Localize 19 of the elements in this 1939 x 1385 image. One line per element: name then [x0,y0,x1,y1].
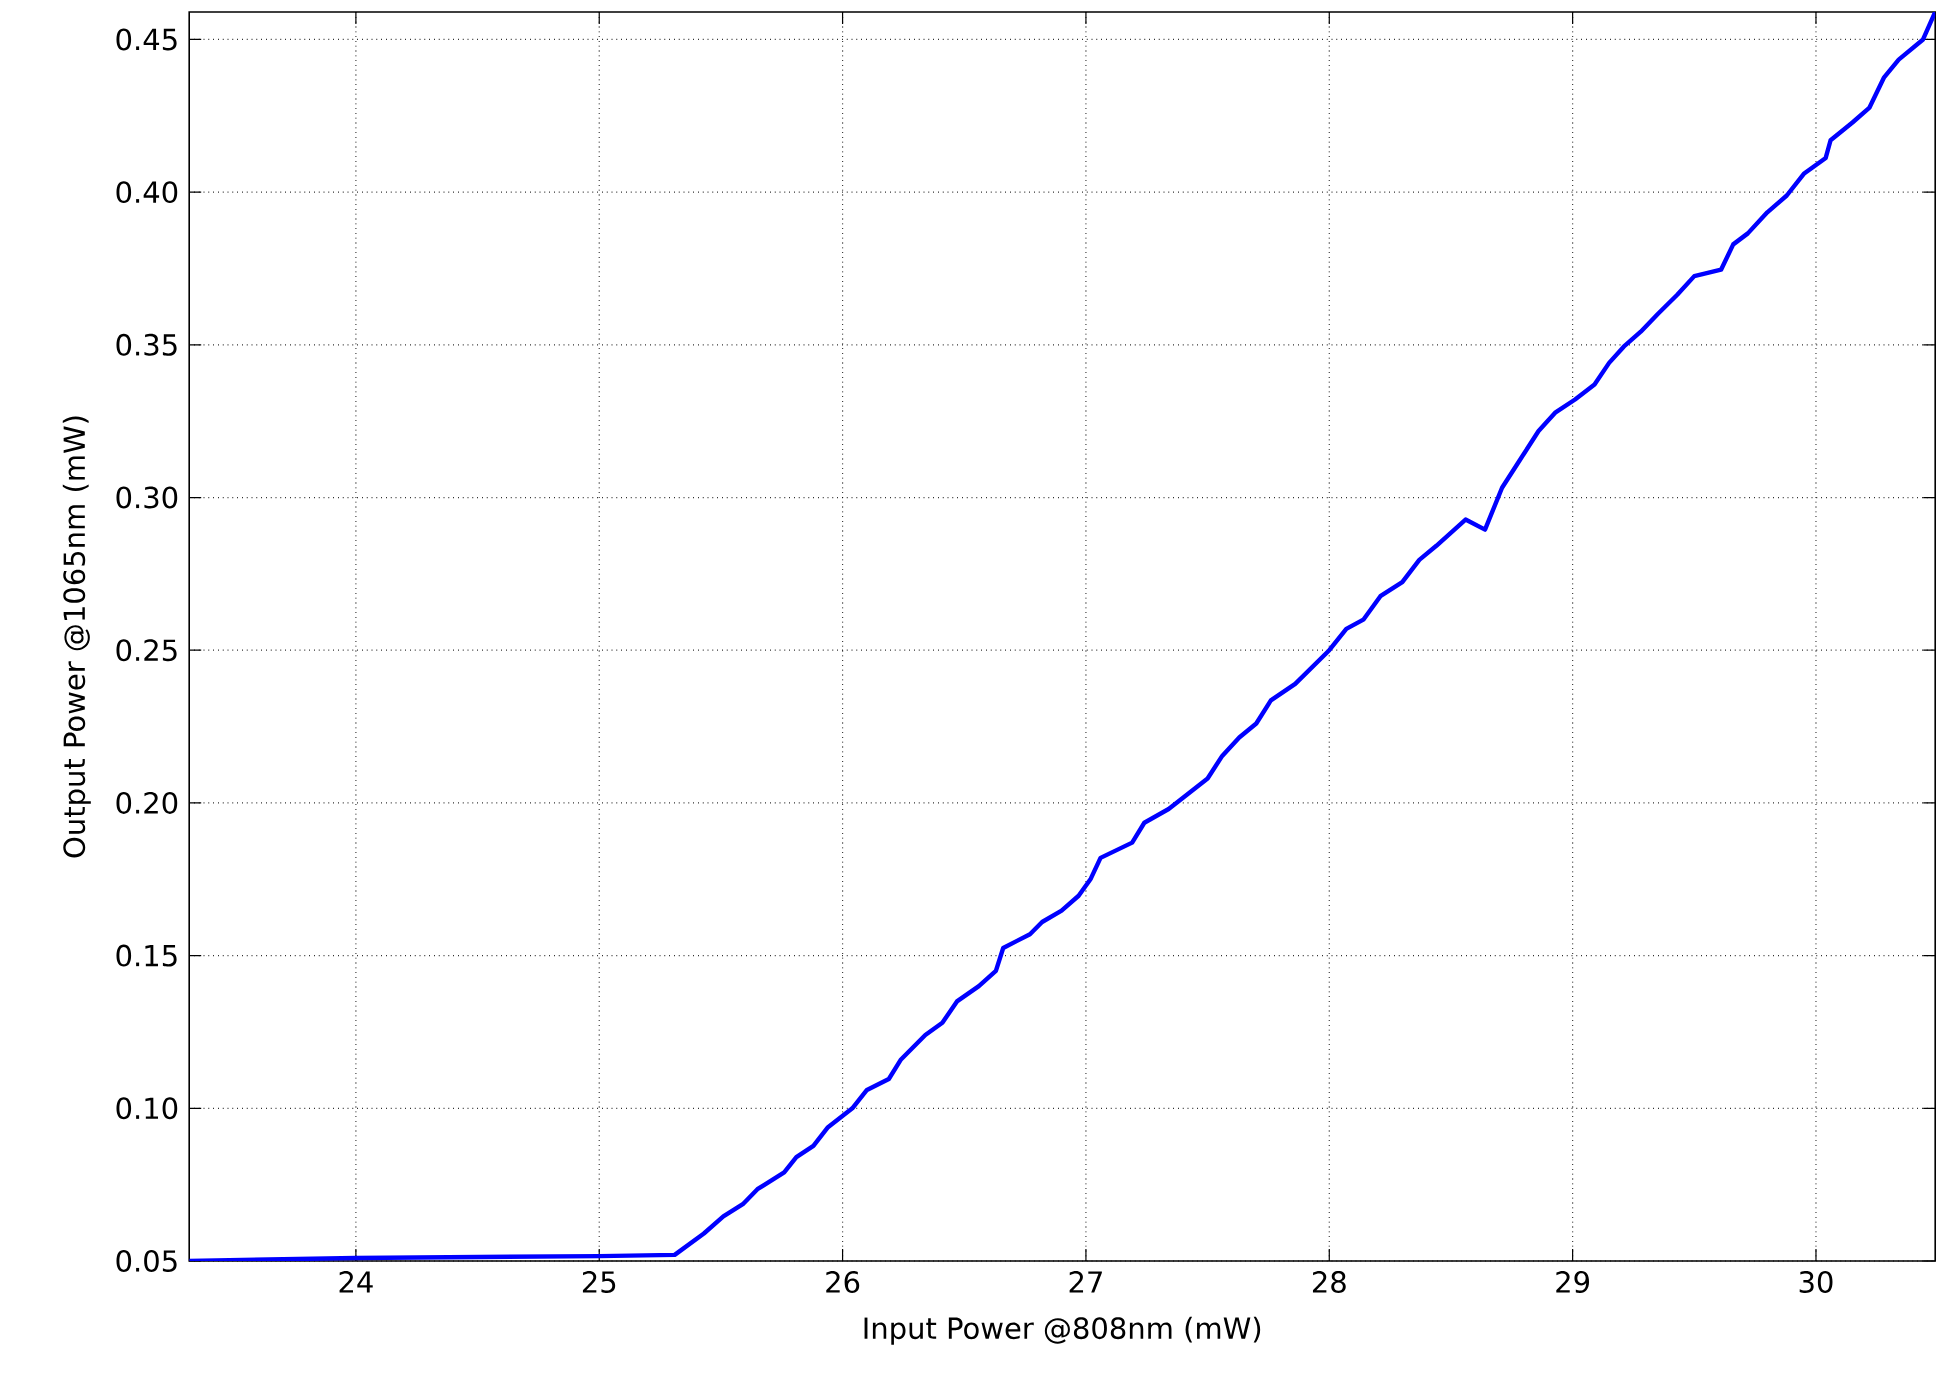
line-series [189,11,1936,1261]
y-tick-label: 0.20 [116,791,178,814]
x-tick-label: 27 [1069,1271,1102,1293]
y-tick-label: 0.15 [116,944,177,967]
x-tick-label: 28 [1312,1271,1346,1293]
y-tick-label: 0.25 [116,639,177,662]
x-axis-title: Input Power @808nm (mW) [864,1316,1261,1345]
y-tick-label: 0.40 [116,181,178,204]
x-tick-label: 30 [1799,1271,1833,1293]
y-tick-label: 0.05 [116,1249,177,1272]
y-axis-title: Output Power @1065nm (mW) [62,416,91,858]
x-tick-label: 29 [1556,1271,1590,1293]
y-tick-label: 0.45 [116,28,177,51]
y-tick-label: 0.10 [116,1097,178,1120]
y-tick-label: 0.30 [116,486,178,509]
x-tick-label: 25 [582,1271,616,1293]
y-tick-label: 0.35 [116,333,177,356]
x-tick-label: 26 [826,1271,860,1293]
x-tick-label: 24 [339,1271,373,1293]
